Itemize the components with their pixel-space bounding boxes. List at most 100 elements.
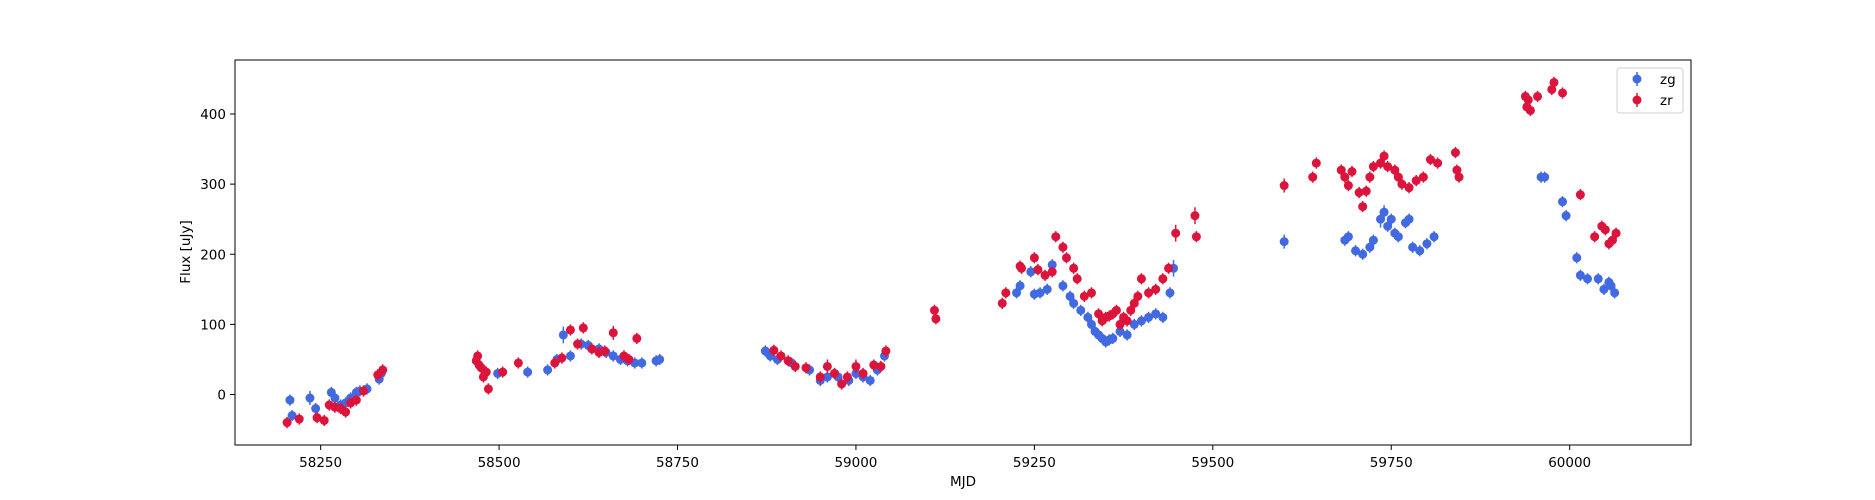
data-point-zg [287, 411, 297, 421]
data-point-zr [837, 379, 847, 389]
data-point-zr [1129, 298, 1139, 308]
data-point-zr [1311, 158, 1321, 168]
x-tick-label: 60000 [1548, 455, 1591, 471]
y-tick-label: 300 [200, 177, 226, 193]
data-point-zg [608, 351, 618, 361]
data-point-zg [1343, 232, 1353, 242]
legend-label-zg: zg [1660, 72, 1676, 88]
data-point-zg [1610, 288, 1620, 298]
x-tick-label: 59750 [1370, 455, 1413, 471]
data-point-zg [637, 358, 647, 368]
data-point-zr [1151, 284, 1161, 294]
data-point-zg [1083, 312, 1093, 322]
data-point-zr [600, 346, 610, 356]
data-point-zg [285, 395, 295, 405]
data-point-zr [319, 415, 329, 425]
data-point-zr [1144, 288, 1154, 298]
data-point-zr [1308, 172, 1318, 182]
data-point-zg [1351, 246, 1361, 256]
data-point-zr [1029, 253, 1039, 263]
data-point-zr [1001, 288, 1011, 298]
data-point-zg [865, 375, 875, 385]
data-point-zg [1575, 270, 1585, 280]
data-point-zr [312, 413, 322, 423]
data-point-zg [1151, 309, 1161, 319]
data-point-zg [330, 393, 340, 403]
data-point-zg [1561, 211, 1571, 221]
data-point-zr [1523, 95, 1533, 105]
data-point-zr [565, 325, 575, 335]
data-point-zr [1086, 288, 1096, 298]
data-point-zg [543, 365, 553, 375]
x-tick-label: 59250 [1013, 455, 1056, 471]
plot-area [234, 59, 1692, 446]
data-point-zg [1415, 246, 1425, 256]
data-point-zr [573, 339, 583, 349]
data-point-zg [1386, 214, 1396, 224]
data-point-zr [341, 407, 351, 417]
data-point-zg [1076, 305, 1086, 315]
data-point-zr [1425, 155, 1435, 165]
data-point-zr [1376, 158, 1386, 168]
data-point-zr [851, 361, 861, 371]
data-point-zr [1549, 77, 1559, 87]
data-point-zr [1558, 88, 1568, 98]
axes-frame [234, 59, 1692, 446]
data-point-zr [1600, 225, 1610, 235]
data-point-zr [830, 368, 840, 378]
data-point-zr [876, 361, 886, 371]
series-zr [282, 76, 1621, 429]
data-point-zr [473, 351, 483, 361]
x-tick-label: 58250 [299, 455, 342, 471]
legend-marker-zg [1632, 74, 1642, 84]
y-axis-label: Flux [uJy] [178, 220, 194, 283]
x-tick-label: 59000 [834, 455, 877, 471]
x-axis-label: MJD [950, 474, 976, 490]
data-point-zr [1433, 158, 1443, 168]
data-point-zg [1422, 239, 1432, 249]
data-point-zg [305, 393, 315, 403]
data-point-zg [311, 404, 321, 414]
y-tick-label: 100 [200, 317, 226, 333]
data-point-zg [1129, 319, 1139, 329]
data-point-zg [1368, 235, 1378, 245]
data-point-zr [842, 372, 852, 382]
data-point-zr [1171, 228, 1181, 238]
data-point-zg [1593, 274, 1603, 284]
data-point-zr [783, 356, 793, 366]
data-point-zr [1450, 148, 1460, 158]
data-point-zg [1035, 288, 1045, 298]
data-point-zr [1126, 305, 1136, 315]
legend-item-zr: zr [1632, 93, 1673, 109]
data-point-zg [1404, 214, 1414, 224]
data-point-zg [1279, 237, 1289, 247]
data-point-zr [624, 354, 634, 364]
data-point-zr [1343, 181, 1353, 191]
data-point-zr [1418, 172, 1428, 182]
data-point-zr [1051, 232, 1061, 242]
data-point-zr [1390, 165, 1400, 175]
data-point-zr [578, 323, 588, 333]
data-point-zg [523, 367, 533, 377]
data-point-zr [1158, 274, 1168, 284]
data-point-zr [1354, 188, 1364, 198]
data-point-zr [801, 363, 811, 373]
data-point-zr [1136, 274, 1146, 284]
data-point-zr [1397, 179, 1407, 189]
y-axis-ticks: 0 100 200 300 400 [200, 107, 235, 404]
legend-item-zg: zg [1632, 72, 1676, 88]
x-tick-label: 58750 [656, 455, 699, 471]
data-point-zr [1191, 232, 1201, 242]
data-point-zg [1429, 232, 1439, 242]
data-point-zr [1069, 263, 1079, 273]
data-point-zr [1347, 167, 1357, 177]
data-point-zg [1047, 260, 1057, 270]
data-point-zr [858, 368, 868, 378]
data-point-zg [655, 354, 665, 364]
data-point-zr [587, 344, 597, 354]
data-point-zg [1144, 312, 1154, 322]
data-point-zg [1122, 330, 1132, 340]
data-point-zr [931, 314, 941, 324]
data-point-zg [1599, 284, 1609, 294]
data-point-zr [1454, 172, 1464, 182]
